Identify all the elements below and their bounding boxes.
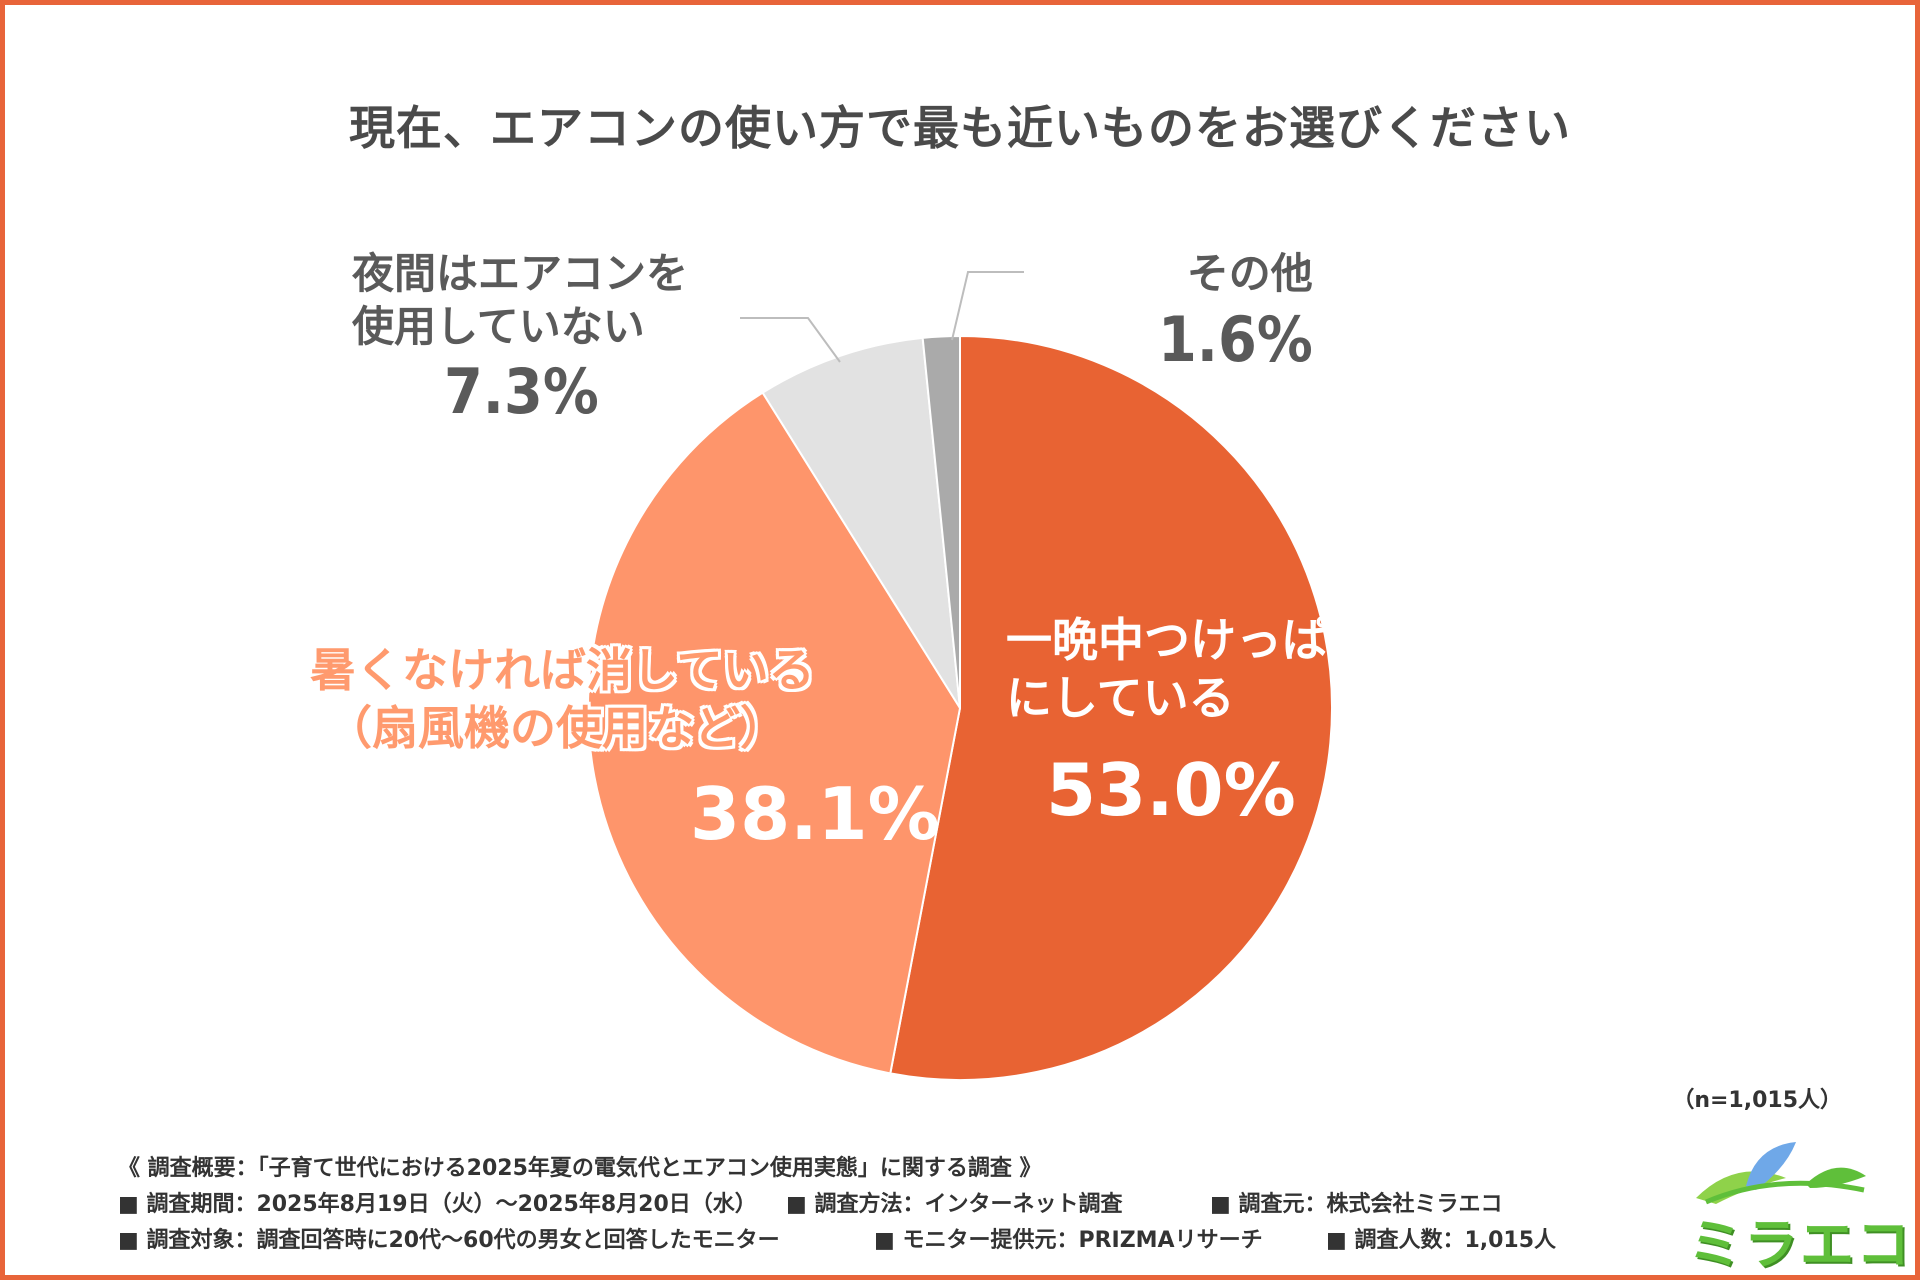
sample-size: （n=1,015人） [1672,1088,1842,1113]
slice-label-overnight: 一晩中つけっぱなし にしている 53.0% [1006,612,1420,835]
leaf-logo-icon [1696,1142,1866,1205]
slice-no-ac-at-night [761,336,961,709]
slice-other [921,334,961,709]
logo-text: ミラエコ [1688,1213,1912,1276]
survey-count: ■ 調査人数：1,015人 [1326,1228,1557,1253]
slice-label-line: （扇風機の使用など） [326,700,786,755]
leader-line-no-ac [740,317,841,363]
slice-label-no-ac-at-night: 夜間はエアコンを 使用していない 7.3% [352,248,688,431]
slice-label-line: 一晩中つけっぱなし [1006,613,1420,667]
survey-summary: 《 調査概要：「子育て世代における2025年夏の電気代とエアコン使用実態」に関す… [118,1156,1042,1181]
survey-source: ■ 調査元：株式会社ミラエコ [1210,1192,1503,1217]
slice-value-label: 38.1% [690,772,940,856]
survey-method: ■ 調査方法：インターネット調査 [786,1192,1123,1217]
chart-title: 現在、エアコンの使い方で最も近いものをお選びください [349,101,1571,155]
slice-overnight [889,334,1333,1081]
survey-target: ■ 調査対象：調査回答時に20代～60代の男女と回答したモニター [118,1228,780,1253]
slice-value-label: 1.6% [1158,302,1313,376]
slice-label-off-if-not-hot: 暑くなければ消している （扇風機の使用など） 38.1% [310,642,940,859]
survey-period: ■ 調査期間：2025年8月19日（火）～2025年8月20日（水） [118,1192,757,1217]
slice-label-line: 暑くなければ消している [310,643,815,697]
slice-label-line: 夜間はエアコンを [352,249,689,298]
slice-off-if-not-hot [587,391,962,1075]
survey-provider: ■ モニター提供元：PRIZMAリサーチ [874,1228,1263,1253]
slice-label-line: にしている [1006,670,1235,725]
slice-label-line: 使用していない [352,301,645,351]
slice-label-line: その他 [1186,249,1313,298]
slice-label-other: その他 1.6% [1132,248,1313,378]
slice-value-label: 53.0% [1046,748,1296,832]
leader-line-other [951,271,1024,341]
slice-value-label: 7.3% [444,355,599,428]
